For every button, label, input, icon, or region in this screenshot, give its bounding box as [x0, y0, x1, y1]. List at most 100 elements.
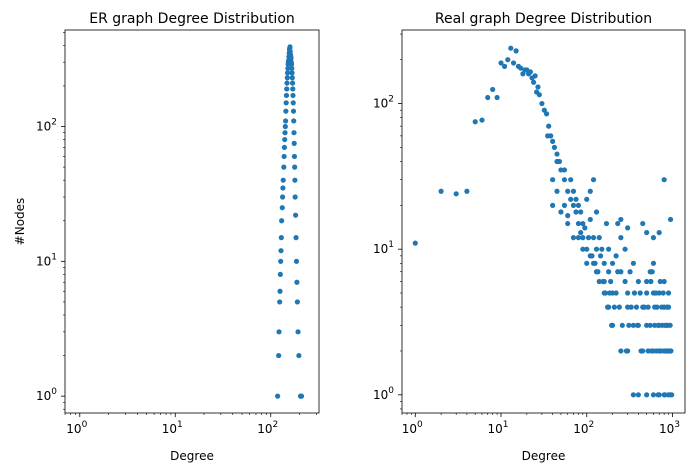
data-point — [289, 70, 295, 76]
data-point — [501, 63, 508, 69]
data-point — [291, 153, 298, 160]
data-point — [590, 235, 597, 241]
data-point — [596, 235, 602, 241]
y-tick-label: 102 — [373, 95, 394, 111]
data-point — [622, 278, 628, 285]
data-point — [283, 108, 289, 114]
data-point — [656, 290, 662, 296]
data-point — [281, 164, 287, 170]
chart-title: ER graph Degree Distribution — [89, 11, 295, 27]
data-point — [296, 352, 302, 359]
data-point — [593, 246, 600, 252]
data-point — [295, 329, 301, 335]
data-point — [580, 220, 586, 227]
data-point — [618, 216, 624, 223]
data-point — [649, 269, 655, 275]
y-tick-label: 100 — [36, 387, 57, 403]
data-point — [280, 177, 286, 183]
x-tick-label: 101 — [162, 420, 183, 436]
data-point — [283, 118, 289, 124]
data-point — [580, 235, 586, 241]
data-point — [623, 348, 629, 354]
data-point — [568, 177, 574, 183]
axes-frame — [401, 29, 686, 414]
data-point — [609, 260, 616, 266]
data-point — [667, 216, 674, 223]
data-point — [282, 130, 288, 136]
data-point — [595, 269, 601, 275]
data-point — [641, 304, 647, 310]
data-point — [298, 393, 305, 399]
data-point — [630, 392, 636, 398]
data-point — [655, 392, 661, 398]
data-point — [565, 213, 571, 219]
data-point — [293, 212, 299, 218]
data-point — [606, 246, 612, 252]
data-point — [438, 188, 444, 194]
data-point — [281, 153, 287, 160]
data-point — [554, 158, 560, 165]
data-point — [650, 392, 657, 398]
data-point — [635, 278, 641, 285]
data-point — [479, 117, 485, 123]
data-point — [284, 75, 290, 81]
data-point — [539, 100, 545, 107]
data-point — [453, 191, 459, 197]
data-point — [472, 119, 478, 125]
data-point — [283, 100, 289, 106]
x-axis-label: Degree — [170, 449, 214, 463]
data-point — [615, 269, 621, 275]
data-point — [585, 235, 592, 241]
data-point — [654, 304, 660, 310]
data-point — [630, 260, 636, 266]
x-tick-label: 102 — [257, 420, 278, 436]
data-point — [561, 202, 568, 208]
data-point — [280, 185, 286, 191]
x-tick-label: 100 — [66, 420, 87, 436]
data-point — [580, 246, 586, 252]
data-point — [644, 290, 650, 296]
data-point — [618, 348, 624, 354]
minor-ticks — [63, 31, 317, 415]
data-point — [575, 220, 582, 227]
data-point — [290, 92, 296, 99]
data-point — [289, 65, 295, 71]
data-point — [578, 229, 584, 236]
data-point — [531, 79, 537, 85]
data-point — [644, 229, 650, 236]
data-point — [613, 253, 619, 259]
y-tick-label: 101 — [36, 252, 57, 268]
data-point — [561, 167, 568, 173]
chart-title: Real graph Degree Distribution — [435, 11, 652, 27]
y-tick-label: 100 — [373, 386, 394, 402]
data-point — [282, 123, 288, 130]
data-point — [597, 253, 604, 259]
data-point — [485, 94, 491, 101]
data-point — [282, 136, 288, 143]
data-point — [604, 304, 611, 310]
data-point — [508, 45, 514, 51]
data-point — [287, 44, 293, 50]
x-axis-label: Degree — [522, 449, 566, 463]
data-point — [644, 278, 650, 285]
data-point — [505, 57, 511, 63]
data-point — [279, 205, 285, 211]
scatter-points — [275, 44, 305, 399]
data-point — [655, 322, 661, 328]
data-point — [669, 392, 675, 398]
data-point — [645, 304, 651, 310]
data-point — [277, 271, 283, 278]
data-point — [609, 322, 615, 328]
data-point — [627, 269, 633, 275]
data-point — [281, 144, 288, 151]
data-point — [570, 202, 577, 208]
data-point — [634, 322, 641, 328]
data-point — [587, 188, 593, 194]
data-point — [291, 130, 297, 136]
data-point — [644, 392, 650, 398]
data-point — [657, 278, 663, 285]
data-point — [284, 86, 290, 92]
data-point — [661, 278, 667, 285]
data-point — [665, 304, 672, 310]
